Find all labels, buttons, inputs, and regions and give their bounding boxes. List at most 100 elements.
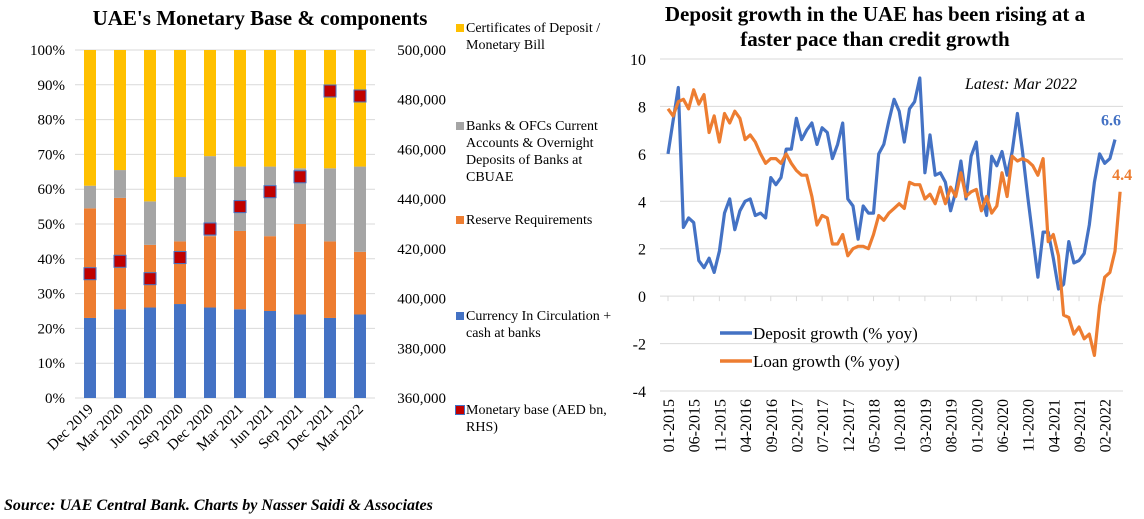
- legend-swatch: [456, 216, 464, 224]
- y-tick-label: -4: [633, 384, 646, 401]
- bar-segment: [204, 236, 216, 308]
- legend-swatch: [456, 312, 464, 320]
- y-left-tick-label: 40%: [38, 252, 66, 268]
- x-tick-label: 01-2020: [969, 399, 986, 452]
- x-tick-label: 09-2021: [1072, 399, 1089, 452]
- x-tick-label: 06-2020: [995, 399, 1012, 452]
- y-left-tick-label: 90%: [38, 78, 66, 94]
- monetary-base-chart: 0% 10% 20% 30% 40% 50% 60% 70% 80% 90% 100% 360,000…: [30, 43, 446, 454]
- y-right-tick-label: 500,000: [397, 43, 446, 59]
- bar-segment: [174, 50, 186, 178]
- x-tick-label: 11-2020: [1021, 399, 1038, 452]
- series-line: [666, 76, 1117, 291]
- y-left-tick-label: 20%: [38, 321, 66, 337]
- legend-label: Banks & OFCs Current Accounts & Overnigh…: [466, 119, 598, 185]
- legend-label: Loan growth (% yoy): [753, 352, 900, 371]
- monetary-base-marker: [293, 170, 307, 184]
- bar-segment: [174, 177, 186, 242]
- y-left-tick-label: 100%: [30, 43, 65, 59]
- bar-segment: [84, 185, 96, 209]
- bar-segment: [174, 304, 186, 398]
- y-right-tick-label: 440,000: [397, 192, 446, 208]
- x-tick-label: 10-2018: [892, 399, 909, 452]
- bar-segment: [264, 166, 276, 237]
- bar-segment: [324, 317, 336, 398]
- monetary-base-marker: [203, 222, 217, 236]
- legend-swatch: [456, 122, 464, 130]
- y-tick-label: 2: [638, 242, 646, 259]
- x-tick-label: 12-2017: [841, 399, 858, 452]
- y-left-tick-label: 30%: [38, 287, 66, 303]
- bar-segment: [294, 50, 306, 169]
- bar-segment: [84, 50, 96, 186]
- legend-label: Certificates of Deposit / Monetary Bill: [466, 21, 601, 53]
- bar-segment: [234, 166, 246, 231]
- bar-segment: [114, 309, 126, 398]
- monetary-base-marker: [143, 272, 157, 286]
- y-tick-label: 8: [638, 99, 646, 116]
- monetary-base-marker: [263, 185, 277, 199]
- x-tick-label: 09-2016: [764, 399, 781, 452]
- x-tick-label: 11-2015: [712, 399, 729, 452]
- right-chart-title: Deposit growth in the UAE has been risin…: [664, 2, 1086, 51]
- y-right-tick-label: 380,000: [397, 341, 446, 357]
- x-tick-label: 03-2019: [918, 399, 935, 452]
- bar-segment: [114, 50, 126, 171]
- latest-annotation: Latest: Mar 2022: [964, 76, 1077, 93]
- source-caption: Source: UAE Central Bank. Charts by Nass…: [4, 497, 433, 514]
- x-tick-label: 02-2022: [1098, 399, 1115, 452]
- monetary-base-marker: [83, 267, 97, 281]
- y-right-tick-label: 460,000: [397, 142, 446, 158]
- monetary-base-marker: [323, 84, 337, 98]
- y-left-tick-label: 80%: [38, 113, 66, 129]
- y-tick-label: -2: [633, 337, 646, 354]
- y-right-tick-label: 420,000: [397, 242, 446, 258]
- y-left-tick-label: 10%: [38, 356, 66, 372]
- bar-segment: [204, 156, 216, 237]
- bar-segment: [174, 241, 186, 305]
- bar-segment: [144, 307, 156, 398]
- bar-segment: [144, 50, 156, 202]
- x-tick-label: 05-2018: [867, 399, 884, 452]
- series-line: [666, 88, 1122, 357]
- bar-segment: [324, 168, 336, 242]
- x-tick-label: 02-2017: [789, 399, 806, 452]
- x-tick-label: 08-2019: [944, 399, 961, 452]
- bar-segment: [84, 317, 96, 398]
- bar-segment: [354, 50, 366, 167]
- bar-segment: [114, 197, 126, 310]
- x-tick-label: 06-2015: [687, 399, 704, 452]
- monetary-base-marker: [173, 251, 187, 265]
- bar-segment: [354, 166, 366, 252]
- x-tick-label: 04-2016: [738, 399, 755, 452]
- y-left-tick-label: 60%: [38, 182, 66, 198]
- bar-segment: [324, 241, 336, 318]
- bar-segment: [234, 230, 246, 310]
- end-value-label: 4.4: [1112, 167, 1132, 184]
- y-tick-label: 0: [638, 289, 646, 306]
- y-right-tick-label: 360,000: [397, 391, 446, 407]
- bar-segment: [144, 201, 156, 245]
- bar-segment: [204, 307, 216, 398]
- x-tick-label: 07-2017: [815, 399, 832, 452]
- left-chart-legend: Certificates of Deposit / Monetary Bill B…: [455, 0, 626, 460]
- bar-segment: [114, 170, 126, 198]
- monetary-base-marker: [113, 254, 127, 268]
- bar-segment: [204, 50, 216, 157]
- bar-segment: [294, 314, 306, 398]
- legend-label: Reserve Requirements: [466, 213, 593, 228]
- y-right-tick-label: 480,000: [397, 93, 446, 109]
- bar-segment: [264, 311, 276, 398]
- bar-segment: [264, 236, 276, 311]
- y-left-tick-label: 50%: [38, 217, 66, 233]
- monetary-base-marker: [353, 89, 367, 103]
- legend-label: Deposit growth (% yoy): [753, 324, 918, 343]
- growth-chart: -4 -2 0 2 4 6 8 10 01-2015 06-2015 11-2015 04-2016 0…: [630, 52, 1132, 452]
- y-left-tick-label: 0%: [45, 391, 65, 407]
- bar-segment: [354, 251, 366, 315]
- end-value-label: 6.6: [1101, 113, 1121, 130]
- bar-segment: [234, 309, 246, 398]
- legend-swatch: [456, 24, 464, 32]
- y-right-tick-label: 400,000: [397, 292, 446, 308]
- left-chart-title: UAE's Monetary Base & components: [92, 6, 428, 30]
